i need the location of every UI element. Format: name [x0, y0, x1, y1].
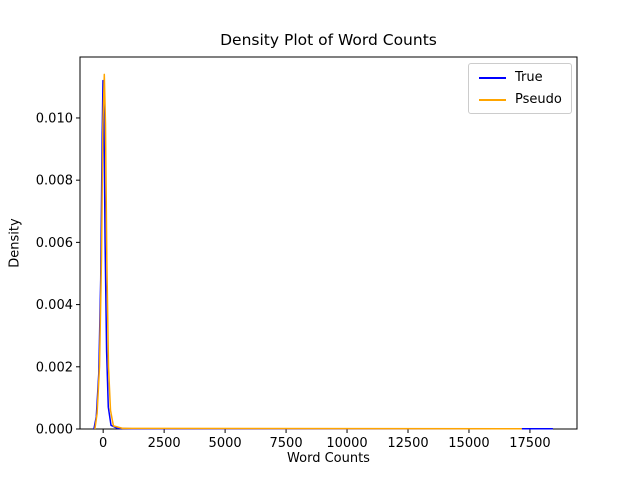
y-tick-label: 0.002 [36, 360, 73, 375]
x-tick-label: 2500 [148, 436, 181, 451]
y-tick-label: 0.006 [36, 236, 73, 251]
y-tick-label: 0.008 [36, 174, 73, 189]
x-tick-label: 10000 [326, 436, 367, 451]
y-tick-label: 0.000 [36, 423, 73, 438]
x-tick-label: 12500 [387, 436, 428, 451]
chart-title: Density Plot of Word Counts [220, 31, 437, 49]
legend-item-pseudo: Pseudo [479, 92, 562, 107]
legend-line-icon [479, 76, 506, 79]
legend-line-icon [479, 98, 506, 101]
legend-label: True [515, 70, 543, 85]
y-tick-label: 0.010 [36, 111, 73, 126]
legend-label: Pseudo [515, 92, 562, 107]
x-tick-label: 17500 [509, 436, 550, 451]
legend: True Pseudo [468, 63, 572, 114]
series-line-true [93, 79, 553, 430]
y-axis-label: Density [7, 218, 23, 268]
x-axis-label: Word Counts [287, 451, 370, 466]
x-tick-label: 5000 [209, 436, 242, 451]
x-tick-label: 0 [99, 436, 107, 451]
series-line-pseudo [94, 73, 522, 430]
legend-item-true: True [479, 70, 561, 85]
x-tick-label: 7500 [270, 436, 303, 451]
y-tick-label: 0.004 [36, 298, 73, 313]
x-tick-label: 15000 [448, 436, 489, 451]
